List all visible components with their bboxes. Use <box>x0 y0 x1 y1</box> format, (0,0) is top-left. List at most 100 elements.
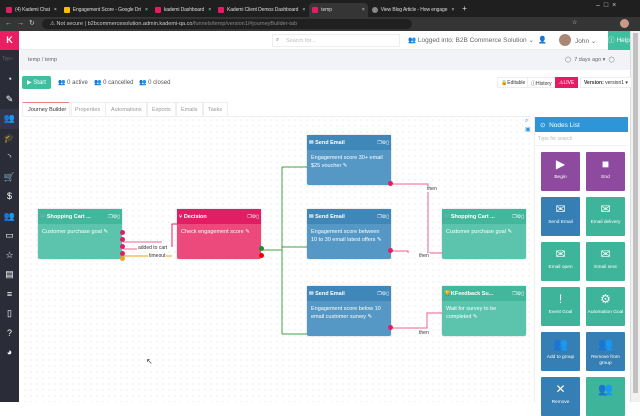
new-tab-icon[interactable]: + <box>462 4 467 13</box>
node-tile-remove-from-group[interactable]: 👥 Remove from group <box>586 332 625 371</box>
node-tile-email-delivery[interactable]: ✉ Email delivery <box>586 197 625 236</box>
edit-icon[interactable]: ✎ <box>5 93 14 104</box>
node-title: 🛒Shopping Cart ... <box>444 213 495 220</box>
help-icon[interactable]: ? <box>6 327 12 338</box>
account-switcher[interactable]: 👥 Logged into: B2B Commerce Solution ⌄ <box>408 37 534 44</box>
output-port[interactable] <box>120 230 125 235</box>
node-actions[interactable]: ❐⚙▯ <box>377 290 389 297</box>
close-icon[interactable]: × <box>451 7 455 13</box>
nodes-search-input[interactable]: Type for search <box>535 132 628 146</box>
tile-label: Email delivery <box>590 220 621 225</box>
cart-icon[interactable]: 🛒 <box>3 171 16 182</box>
tab-properties[interactable]: Properties <box>69 102 107 116</box>
output-port[interactable] <box>120 256 125 261</box>
node-tile-send-email[interactable]: ✉ Send Email <box>541 197 580 236</box>
sidebar-search[interactable]: Typ» <box>2 56 13 62</box>
help-button[interactable]: ⓘ Help <box>608 31 630 50</box>
breadcrumb-item[interactable]: temp <box>28 57 41 63</box>
browser-tab[interactable]: View Blog Article - How engage × <box>369 3 458 17</box>
tab-exports[interactable]: Exports <box>146 102 177 116</box>
version-dropdown[interactable]: Version: version1 ▾ <box>580 77 632 88</box>
node-decision[interactable]: ⑂ Decision ❐⚙▯ Check engagement score ✎ <box>177 209 261 259</box>
calendar-icon[interactable]: ▣ <box>525 127 531 133</box>
kademi-logo[interactable]: K <box>0 31 19 50</box>
node-tile-automation-goal[interactable]: ⚙ Automation Goal <box>586 287 625 326</box>
close-icon[interactable]: × <box>53 7 57 13</box>
start-button[interactable]: ▶ Start <box>22 76 51 89</box>
browser-tab[interactable]: (4) Kademi Chat × <box>3 3 60 17</box>
id-card-icon[interactable]: ▤ <box>5 269 14 279</box>
node-tile-begin[interactable]: ▶ Begin <box>541 152 580 191</box>
browser-tab[interactable]: Engagement Score - Google Dri × <box>61 3 151 17</box>
node-tile-end[interactable]: ■ End <box>586 152 625 191</box>
tab-automations[interactable]: Automations <box>105 102 148 116</box>
node-send-email[interactable]: ✉ Send Email ❐⚙▯ Engagement score below 10… <box>307 286 391 336</box>
monitor-icon[interactable]: ▭ <box>5 230 14 240</box>
browser-tab[interactable]: Kademi Client Demos Dashboard × <box>215 3 308 17</box>
output-port[interactable] <box>388 248 393 253</box>
add-user-icon[interactable]: 👤 <box>538 37 547 44</box>
file-icon[interactable]: ▯ <box>7 308 12 318</box>
tab-emails[interactable]: Emails <box>175 102 204 116</box>
node-actions[interactable]: ❐⚙▯ <box>512 213 524 220</box>
tab-tasks[interactable]: Tasks <box>202 102 229 116</box>
journey-canvas[interactable]: added to cart timeout then then then 🛒Sh… <box>22 116 531 402</box>
output-port[interactable] <box>120 244 125 249</box>
output-port[interactable] <box>388 181 393 186</box>
graduation-cap-icon[interactable]: 🎓 <box>3 132 16 143</box>
node-actions[interactable]: ❐⚙▯ <box>108 213 120 220</box>
pie-chart-icon[interactable]: ◕ <box>6 347 13 357</box>
node-feedback-survey[interactable]: 🏆KFeedback Su... ❐⚙▯ Wait for survey to be… <box>442 286 526 336</box>
address-bar[interactable]: ⚠ Not secure | b2bcommercesolution.admin… <box>42 19 412 29</box>
output-port[interactable] <box>120 251 125 256</box>
node-title: 🏆KFeedback Su... <box>444 290 494 297</box>
profile-avatar[interactable] <box>620 19 629 28</box>
node-tile-email-sent[interactable]: ✉ Email sent <box>586 242 625 281</box>
output-port[interactable] <box>388 325 393 330</box>
database-icon[interactable]: ≡ <box>6 288 13 299</box>
node-actions[interactable]: ❐⚙▯ <box>247 213 259 220</box>
history-button[interactable]: ⓘHistory <box>527 77 556 88</box>
avatar[interactable] <box>559 34 571 46</box>
editable-button[interactable]: 🔒Editable <box>497 77 530 88</box>
node-tile-event-goal[interactable]: ! Event Goal <box>541 287 580 326</box>
search-input[interactable]: ⌕ Search for... <box>272 34 400 47</box>
breadcrumb-item[interactable]: temp <box>44 57 58 63</box>
node-actions[interactable]: ❐⚙▯ <box>377 213 389 220</box>
users-icon[interactable]: 👥 <box>0 109 19 129</box>
node-send-email[interactable]: ✉ Send Email ❐⚙▯ Engagement score between … <box>307 209 391 259</box>
node-tile-group[interactable]: 👥 <box>586 377 625 416</box>
output-port[interactable] <box>259 253 264 258</box>
dollar-icon[interactable]: $ <box>6 191 12 201</box>
close-icon[interactable]: × <box>208 7 212 13</box>
output-port[interactable] <box>120 237 125 242</box>
user-menu[interactable]: John ⌄ <box>575 38 597 45</box>
page-scrollbar[interactable] <box>630 31 640 402</box>
node-shopping-cart[interactable]: 🛒Shopping Cart ... ❐⚙▯ Customer purchase g… <box>442 209 526 259</box>
star-icon[interactable]: ☆ <box>572 20 578 26</box>
live-button[interactable]: ⚠LIVE <box>555 77 579 88</box>
tab-journey-builder[interactable]: Journey Builder <box>22 102 73 116</box>
node-tile-add-to-group[interactable]: 👥 Add to group <box>541 332 580 371</box>
dashboard-icon[interactable]: ◔ <box>6 74 13 84</box>
close-icon[interactable]: × <box>302 7 306 13</box>
close-icon[interactable]: × <box>144 7 148 13</box>
node-tile-email-open[interactable]: ✉ Email open <box>541 242 580 281</box>
node-title: ✉ Send Email <box>309 213 345 220</box>
window-controls[interactable]: –□× <box>596 2 621 9</box>
browser-tab-active[interactable]: temp × <box>309 3 368 17</box>
time-filter[interactable]: ◯ 7 days ago ▾ ◯ <box>565 57 615 63</box>
zoom-icon[interactable]: ⌕ <box>525 118 529 124</box>
nav-buttons[interactable]: ←→↻ <box>5 20 40 27</box>
output-port[interactable] <box>259 246 264 251</box>
node-send-email[interactable]: ✉ Send Email ❐⚙▯ Engagement score 30+ emai… <box>307 135 391 185</box>
node-actions[interactable]: ❐⚙▯ <box>377 139 389 146</box>
node-actions[interactable]: ❐⚙▯ <box>512 290 524 297</box>
node-tile-remove[interactable]: ✕ Remove <box>541 377 580 416</box>
browser-tab[interactable]: kademi Dashboard × <box>152 3 214 17</box>
group-icon[interactable]: 👥 <box>3 210 16 221</box>
rss-icon[interactable]: ◝ <box>7 152 12 162</box>
close-icon[interactable]: × <box>361 7 365 13</box>
star-icon[interactable]: ☆ <box>5 249 14 260</box>
node-shopping-cart[interactable]: 🛒Shopping Cart ... ❐⚙▯ Customer purchase g… <box>38 209 122 259</box>
